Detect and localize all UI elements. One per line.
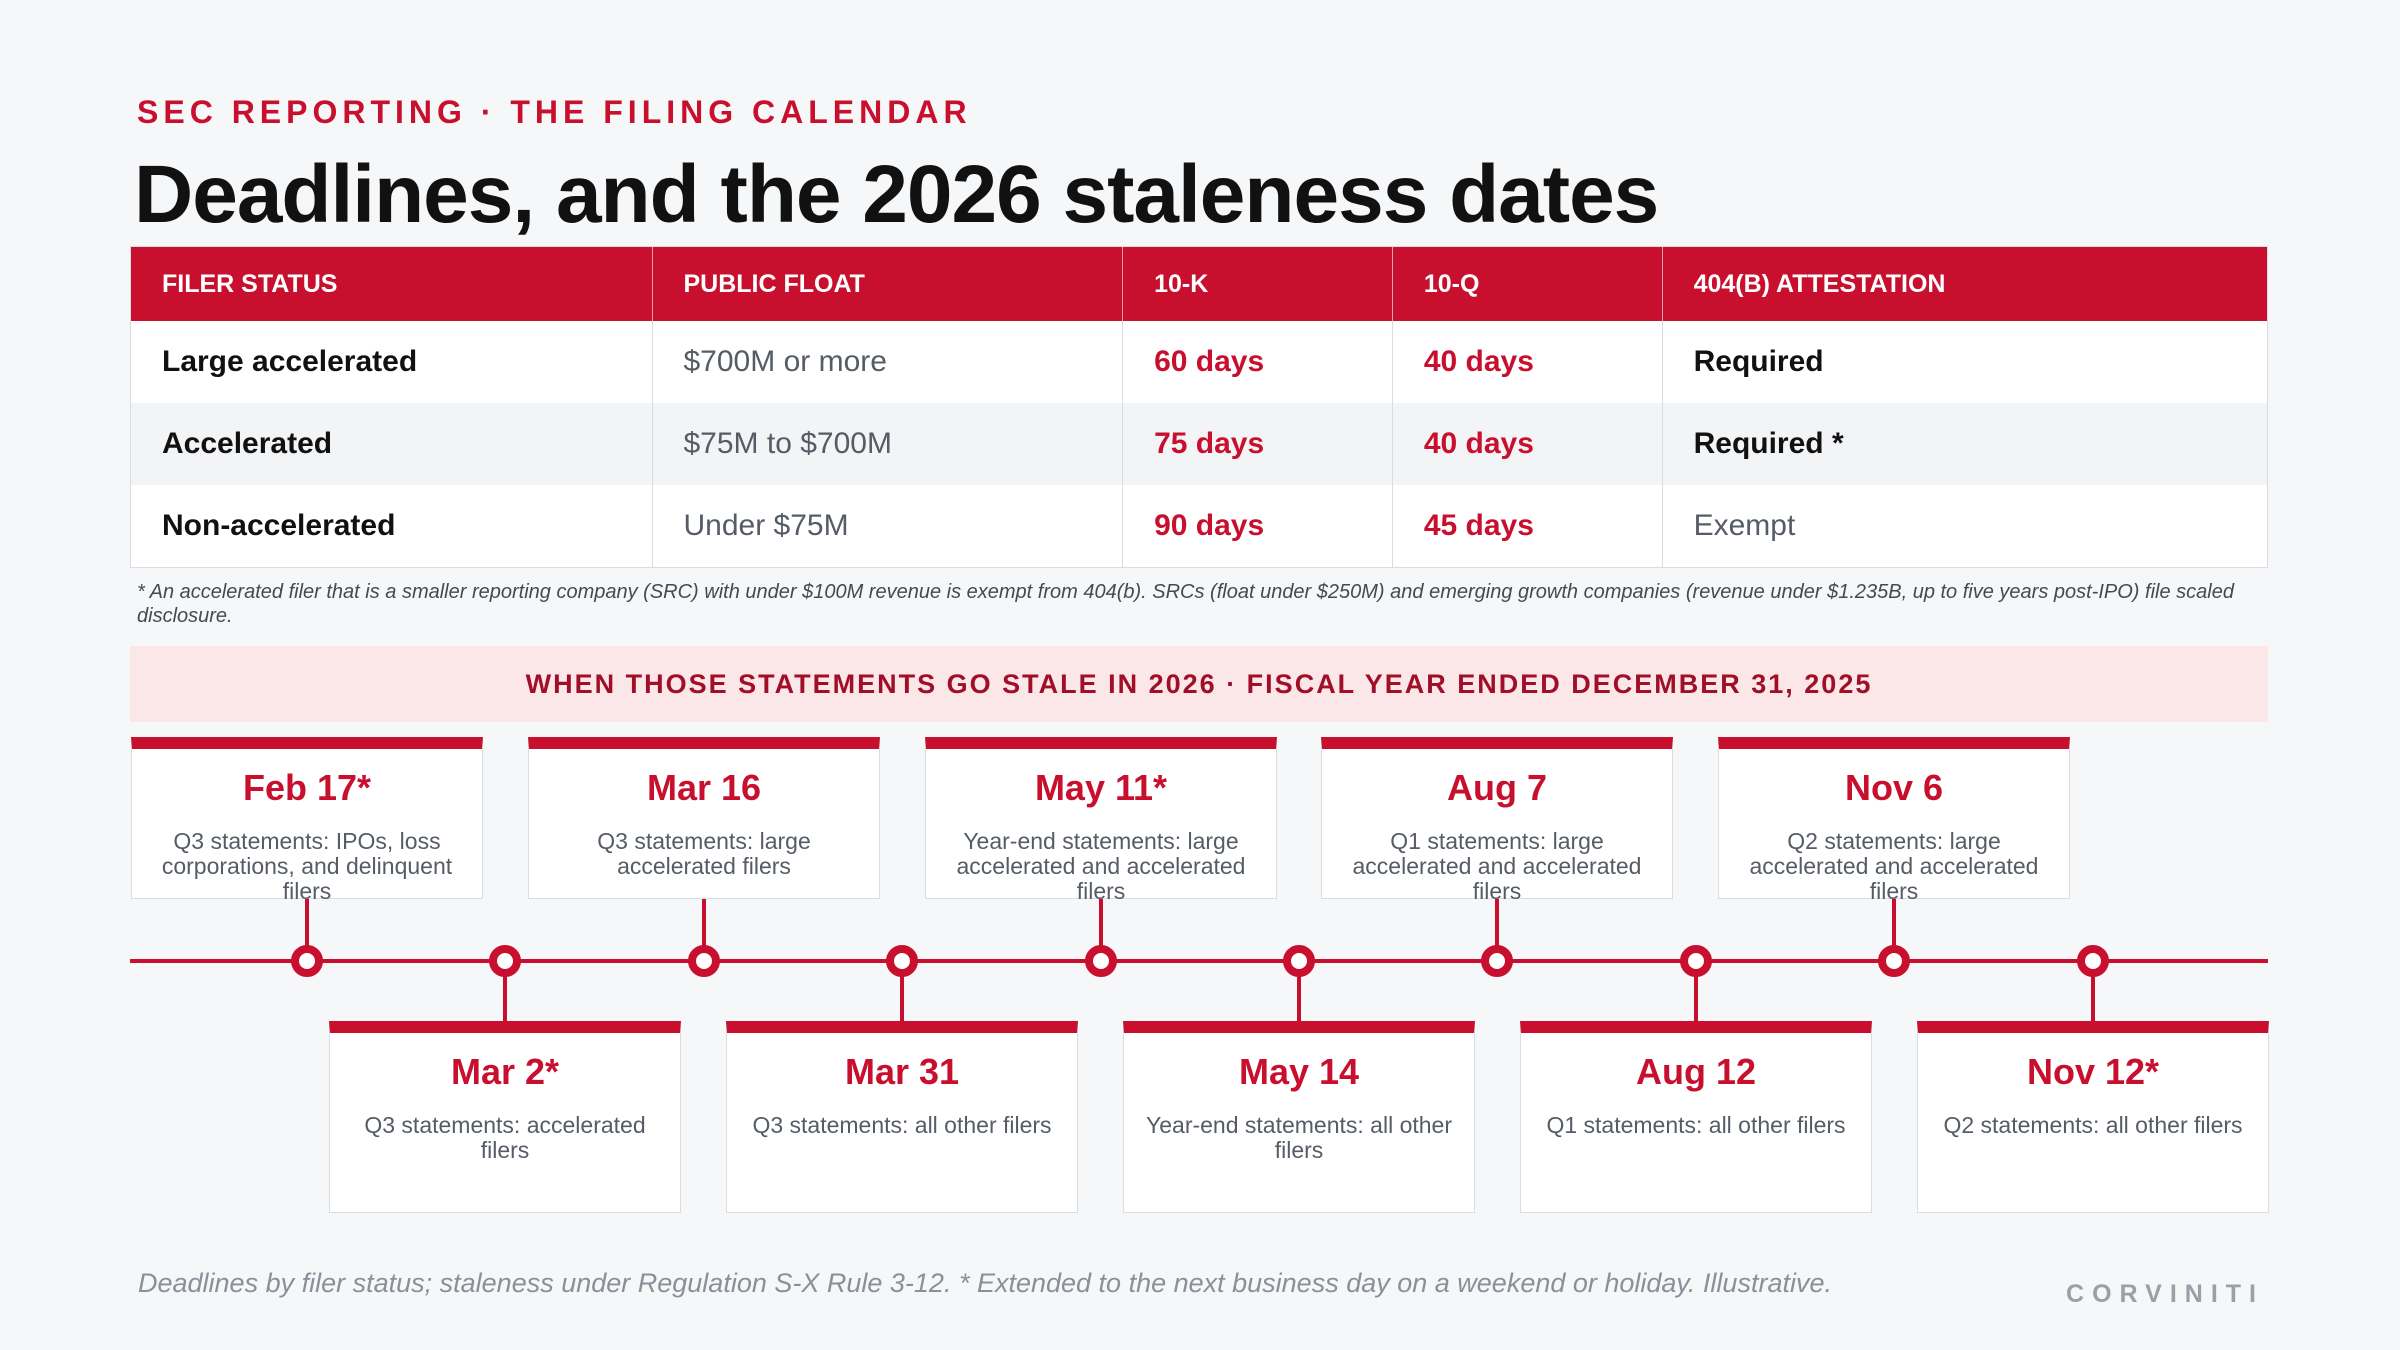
event-description: Q3 statements: all other filers bbox=[752, 1112, 1052, 1138]
attestation-cell: Required * bbox=[1693, 427, 1844, 460]
event-description: Q1 statements: large accelerated and acc… bbox=[1352, 828, 1642, 904]
filer-status-cell: Non-accelerated bbox=[131, 485, 653, 567]
timeline-node bbox=[489, 945, 521, 977]
column-header-10k: 10-K bbox=[1123, 247, 1393, 321]
10q-deadline-cell: 40 days bbox=[1393, 403, 1663, 485]
timeline-axis bbox=[130, 959, 2268, 963]
timeline-node bbox=[1481, 945, 1513, 977]
timeline-event-card: May 14 Year-end statements: all other fil… bbox=[1123, 1021, 1475, 1213]
column-header-filer-status: FILER STATUS bbox=[131, 247, 653, 321]
public-float-cell: Under $75M bbox=[653, 485, 1124, 567]
timeline-node bbox=[1085, 945, 1117, 977]
event-description: Year-end statements: large accelerated a… bbox=[956, 828, 1246, 904]
filer-status-cell: Accelerated bbox=[131, 403, 653, 485]
10q-deadline-cell: 40 days bbox=[1393, 321, 1663, 403]
10k-deadline-cell: 90 days bbox=[1123, 485, 1393, 567]
timeline-event-card: May 11* Year-end statements: large accele… bbox=[925, 737, 1277, 904]
10q-deadline-cell: 45 days bbox=[1393, 485, 1663, 567]
timeline-connector bbox=[1495, 898, 1499, 961]
event-date: Aug 12 bbox=[1635, 1051, 1757, 1092]
10k-deadline-cell: 60 days bbox=[1123, 321, 1393, 403]
timeline-node bbox=[688, 945, 720, 977]
timeline-connector bbox=[2091, 961, 2095, 1024]
timeline-connector bbox=[1892, 898, 1896, 961]
table-row: Non-accelerated Under $75M 90 days 45 da… bbox=[131, 485, 2267, 567]
staleness-banner: WHEN THOSE STATEMENTS GO STALE IN 2026 ·… bbox=[130, 646, 2268, 722]
timeline-connector bbox=[1297, 961, 1301, 1024]
event-date: Mar 31 bbox=[844, 1051, 960, 1092]
event-date: Mar 2* bbox=[450, 1051, 560, 1092]
event-description: Year-end statements: all other filers bbox=[1146, 1112, 1452, 1163]
column-header-10q: 10-Q bbox=[1393, 247, 1663, 321]
event-description: Q1 statements: all other filers bbox=[1546, 1112, 1846, 1138]
attestation-cell: Exempt bbox=[1693, 509, 1796, 542]
timeline-event-card: Aug 7 Q1 statements: large accelerated an… bbox=[1321, 737, 1673, 904]
timeline-connector bbox=[305, 898, 309, 961]
event-description: Q3 statements: IPOs, loss corporations, … bbox=[161, 828, 453, 904]
public-float-cell: $700M or more bbox=[653, 321, 1124, 403]
table-footnote: * An accelerated filer that is a smaller… bbox=[137, 581, 2234, 627]
event-description: Q2 statements: large accelerated and acc… bbox=[1749, 828, 2039, 904]
event-date: May 11* bbox=[1034, 767, 1168, 808]
timeline-connector bbox=[1099, 898, 1103, 961]
event-date: Mar 16 bbox=[646, 767, 762, 808]
event-date: May 14 bbox=[1238, 1051, 1360, 1092]
event-description: Q3 statements: large accelerated filers bbox=[597, 828, 811, 879]
attestation-cell: Required bbox=[1693, 345, 1824, 378]
timeline-connector bbox=[1694, 961, 1698, 1024]
eyebrow: SEC REPORTING · THE FILING CALENDAR bbox=[137, 94, 972, 130]
filer-status-cell: Large accelerated bbox=[131, 321, 653, 403]
timeline-connector bbox=[503, 961, 507, 1024]
timeline-node bbox=[1878, 945, 1910, 977]
timeline-event-card: Feb 17* Q3 statements: IPOs, loss corpora… bbox=[131, 737, 483, 904]
timeline-event-card: Nov 12* Q2 statements: all other filers bbox=[1917, 1021, 2269, 1213]
timeline-connector bbox=[702, 898, 706, 961]
event-date: Feb 17* bbox=[242, 767, 372, 808]
timeline-event-card: Aug 12 Q1 statements: all other filers bbox=[1520, 1021, 1872, 1213]
filer-status-table: FILER STATUS PUBLIC FLOAT 10-K 10-Q 404(… bbox=[130, 246, 2268, 568]
column-header-public-float: PUBLIC FLOAT bbox=[653, 247, 1124, 321]
column-header-attestation: 404(B) ATTESTATION bbox=[1693, 269, 1946, 298]
event-description: Q2 statements: all other filers bbox=[1943, 1112, 2243, 1138]
timeline-node bbox=[1680, 945, 1712, 977]
timeline-connector bbox=[900, 961, 904, 1024]
table-row: Accelerated $75M to $700M 75 days 40 day… bbox=[131, 403, 2267, 485]
timeline-event-card: Mar 2* Q3 statements: accelerated filers bbox=[329, 1021, 681, 1213]
timeline-node bbox=[2077, 945, 2109, 977]
event-date: Nov 12* bbox=[2026, 1051, 2160, 1092]
event-date: Nov 6 bbox=[1844, 767, 1944, 808]
event-description: Q3 statements: accelerated filers bbox=[364, 1112, 646, 1163]
timeline-event-card: Nov 6 Q2 statements: large accelerated an… bbox=[1718, 737, 2070, 904]
table-row: Large accelerated $700M or more 60 days … bbox=[131, 321, 2267, 403]
source-note: Deadlines by filer status; staleness und… bbox=[138, 1268, 1832, 1298]
10k-deadline-cell: 75 days bbox=[1123, 403, 1393, 485]
timeline-node bbox=[886, 945, 918, 977]
timeline-node bbox=[291, 945, 323, 977]
timeline-node bbox=[1283, 945, 1315, 977]
table-header-row: FILER STATUS PUBLIC FLOAT 10-K 10-Q 404(… bbox=[131, 247, 2267, 321]
event-date: Aug 7 bbox=[1446, 767, 1547, 808]
brand-logo: CORVINITI bbox=[2066, 1280, 2264, 1308]
page-title: Deadlines, and the 2026 staleness dates bbox=[134, 149, 1659, 240]
timeline-event-card: Mar 31 Q3 statements: all other filers bbox=[726, 1021, 1078, 1213]
timeline-event-card: Mar 16 Q3 statements: large accelerated f… bbox=[528, 737, 880, 899]
public-float-cell: $75M to $700M bbox=[653, 403, 1124, 485]
